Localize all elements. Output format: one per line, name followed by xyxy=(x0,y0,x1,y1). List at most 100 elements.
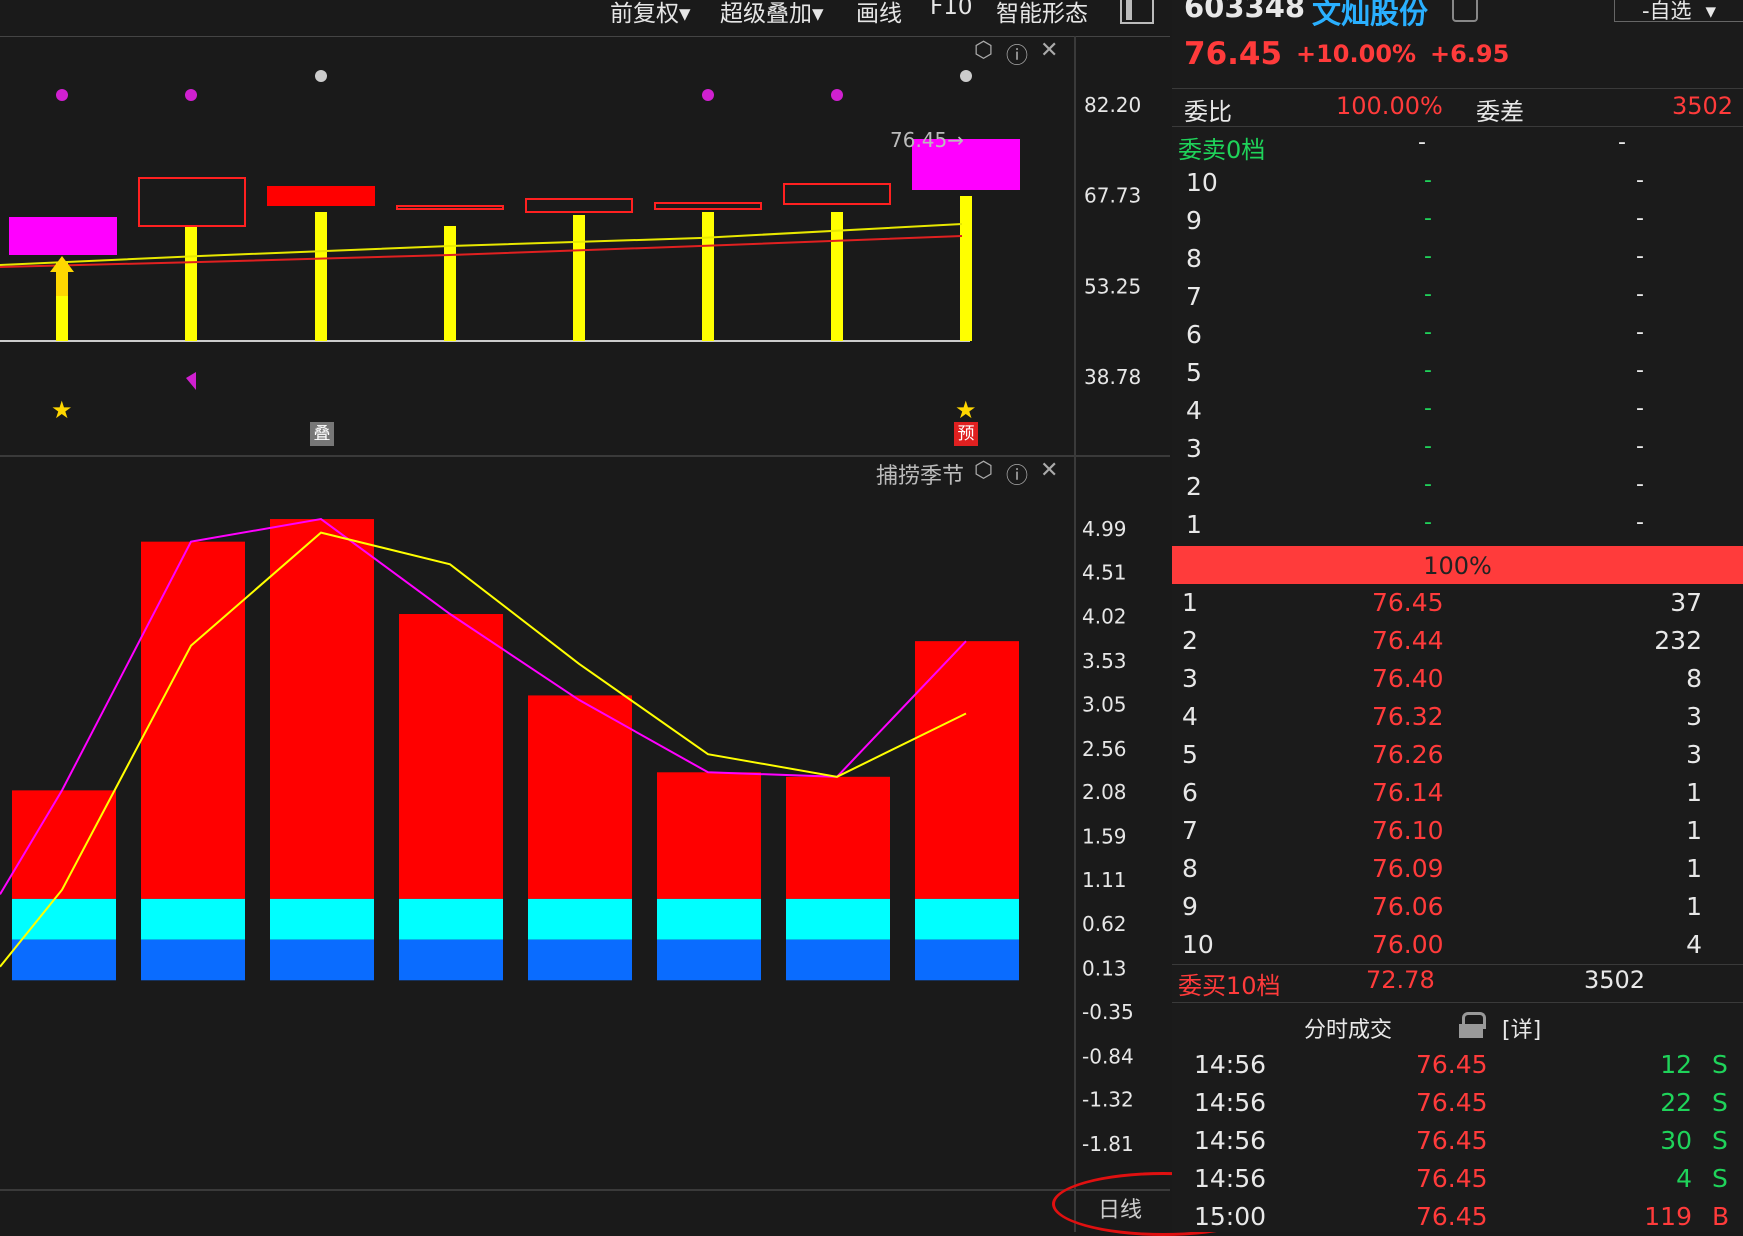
help-icon[interactable]: ⓘ xyxy=(1006,44,1029,69)
tick-side: S xyxy=(1712,1088,1728,1117)
top-toolbar: 前复权▾ 超级叠加▾ 画线 F10 智能形态 xyxy=(0,0,1170,36)
buy-level-price: 76.26 xyxy=(1372,740,1444,769)
tick-price: 76.45 xyxy=(1416,1164,1488,1193)
ticks-detail-link[interactable]: [详] xyxy=(1502,1018,1542,1043)
arrow-up-icon xyxy=(50,256,74,296)
kline-volume-bar xyxy=(573,215,585,341)
indicator-cyan-band xyxy=(270,898,374,940)
indicator-red-bar xyxy=(915,641,1019,899)
buy-level-num: 7 xyxy=(1182,816,1198,845)
kline-candle xyxy=(783,183,891,205)
signal-marker xyxy=(56,89,68,101)
buy-level-num: 8 xyxy=(1182,854,1198,883)
tick-side: B xyxy=(1712,1202,1730,1231)
tick-volume: 119 xyxy=(1644,1202,1692,1231)
sell-level-price: - xyxy=(1424,472,1432,497)
indicator-line-yellow xyxy=(0,531,967,968)
indicator-red-bar xyxy=(399,614,503,899)
buy-level-num: 6 xyxy=(1182,778,1198,807)
flag-icon xyxy=(186,372,196,390)
indicator-y-tick: 1.59 xyxy=(1082,825,1127,849)
indicator-y-tick: 1.11 xyxy=(1082,868,1127,892)
indicator-blue-band xyxy=(141,939,245,981)
signal-marker xyxy=(702,89,714,101)
indicator-close-icon[interactable]: ✕ xyxy=(1040,458,1059,483)
indicator-pane: 4.99 4.51 4.02 3.53 3.05 2.56 2.08 1.59 1.11 0.62… xyxy=(0,517,1134,1156)
indicator-red-bar xyxy=(12,790,116,899)
close-icon[interactable]: ✕ xyxy=(1040,38,1059,63)
indicator-name[interactable]: 捕捞季节 xyxy=(876,464,965,489)
indicator-settings-icon[interactable]: ⬡ xyxy=(974,458,994,483)
chart-area[interactable]: 82.20 67.73 53.25 38.78 ★ ★ 4.99 4.51 4.02 3.53 3… xyxy=(0,0,1170,1232)
sell-level-vol: - xyxy=(1636,358,1644,383)
toolbar-adjust-dropdown[interactable]: 前复权▾ xyxy=(610,1,691,27)
indicator-red-bar xyxy=(528,695,632,899)
lock-icon[interactable] xyxy=(1462,1012,1486,1029)
forecast-badge[interactable]: 预 xyxy=(954,422,978,446)
weibi-value: 100.00% xyxy=(1336,92,1443,120)
star-icon: ★ xyxy=(51,396,73,424)
buy-level-vol: 3 xyxy=(1686,702,1702,731)
kline-y-tick: 53.25 xyxy=(1084,274,1141,298)
buy-level-price: 76.10 xyxy=(1372,816,1444,845)
indicator-cyan-band xyxy=(657,898,761,940)
indicator-header: 捕捞季节 ⬡ ⓘ ✕ xyxy=(876,458,1072,489)
buy-level-vol: 1 xyxy=(1686,854,1702,883)
sell-header-v1: - xyxy=(1418,130,1426,155)
buy-level-price: 76.00 xyxy=(1372,930,1444,959)
tick-side: S xyxy=(1712,1050,1728,1079)
tick-volume: 12 xyxy=(1660,1050,1692,1079)
bell-icon[interactable] xyxy=(1452,0,1478,22)
overlay-badge[interactable]: 叠 xyxy=(310,422,334,446)
buy-level-num: 1 xyxy=(1182,588,1198,617)
tick-price: 76.45 xyxy=(1416,1126,1488,1155)
quote-divider-4 xyxy=(1172,1002,1743,1003)
buy-level-vol: 1 xyxy=(1686,892,1702,921)
indicator-y-tick: -1.81 xyxy=(1082,1132,1134,1156)
kline-volume-bar xyxy=(702,212,714,341)
stock-name: 文灿股份 xyxy=(1312,0,1429,30)
toolbar-draw-button[interactable]: 画线 xyxy=(856,1,902,27)
sell-level-vol: - xyxy=(1636,206,1644,231)
sell-level-num: 7 xyxy=(1186,282,1202,311)
buy-level-price: 76.44 xyxy=(1372,626,1444,655)
kline-volume-bar xyxy=(185,226,197,341)
kline-pane: 82.20 67.73 53.25 38.78 ★ ★ xyxy=(0,70,1141,424)
toolbar-pattern-button[interactable]: 智能形态 xyxy=(996,1,1088,27)
sell-level-price: - xyxy=(1424,510,1432,535)
sell-header-label: 委卖0档 xyxy=(1178,136,1266,164)
signal-marker xyxy=(960,70,972,82)
sell-level-num: 10 xyxy=(1186,168,1218,197)
watchlist-button[interactable]: -自选 ▾ xyxy=(1614,0,1743,23)
panel-toggle-icon[interactable] xyxy=(1120,0,1154,24)
signal-marker xyxy=(831,89,843,101)
settings-icon[interactable]: ⬡ xyxy=(974,38,994,63)
indicator-red-bar xyxy=(270,519,374,899)
tick-time: 14:56 xyxy=(1194,1088,1267,1117)
indicator-y-tick: 3.05 xyxy=(1082,692,1127,716)
toolbar-f10-button[interactable]: F10 xyxy=(930,0,973,20)
sell-level-num: 5 xyxy=(1186,358,1202,387)
ratio-label: 100% xyxy=(1423,552,1492,580)
indicator-y-tick: 4.02 xyxy=(1082,605,1127,629)
signal-marker xyxy=(315,70,327,82)
tick-side: S xyxy=(1712,1164,1728,1193)
buy-level-vol: 4 xyxy=(1686,930,1702,959)
buy-level-price: 76.14 xyxy=(1372,778,1444,807)
quote-divider-1 xyxy=(1172,88,1743,89)
tick-time: 14:56 xyxy=(1194,1126,1267,1155)
period-button[interactable]: 日线 xyxy=(1098,1198,1143,1223)
indicator-blue-band xyxy=(786,939,890,981)
sell-level-vol: - xyxy=(1636,510,1644,535)
indicator-help-icon[interactable]: ⓘ xyxy=(1006,464,1029,489)
buy-footer-label: 委买10档 xyxy=(1178,972,1281,1000)
tick-volume: 4 xyxy=(1676,1164,1692,1193)
indicator-y-tick: 0.62 xyxy=(1082,912,1127,936)
indicator-cyan-band xyxy=(399,898,503,940)
weicha-value: 3502 xyxy=(1672,92,1734,120)
signal-marker xyxy=(185,89,197,101)
kline-y-tick: 38.78 xyxy=(1084,365,1141,389)
tick-price: 76.45 xyxy=(1416,1088,1488,1117)
sell-level-vol: - xyxy=(1636,396,1644,421)
toolbar-overlay-dropdown[interactable]: 超级叠加▾ xyxy=(720,1,824,27)
